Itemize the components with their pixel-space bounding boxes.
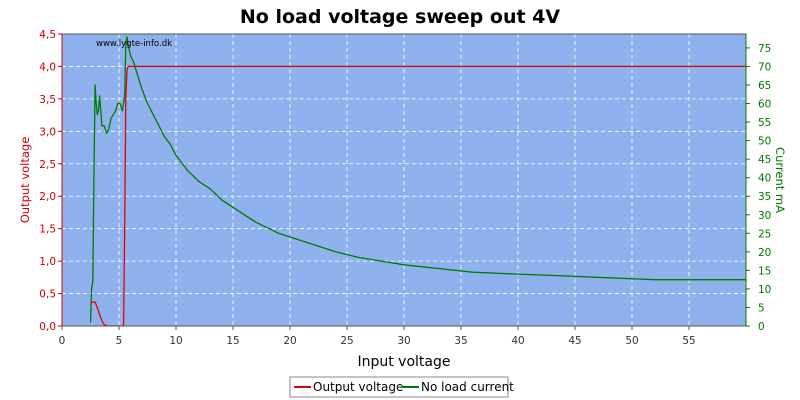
left-tick-label: 2,5 <box>39 159 56 171</box>
left-tick-label: 3,0 <box>39 126 56 138</box>
legend-label-output-voltage: Output voltage <box>313 380 403 394</box>
legend-box <box>289 376 509 398</box>
x-tick-label: 40 <box>511 335 524 347</box>
right-tick-label: 40 <box>758 173 771 185</box>
right-tick-label: 25 <box>758 228 771 240</box>
watermark: www.lygte-info.dk <box>96 39 172 49</box>
right-tick-label: 65 <box>758 80 771 92</box>
legend: Output voltage No load current <box>289 376 514 398</box>
x-axis-ticks: 0 5 10 15 20 25 30 35 40 45 50 55 <box>59 326 696 347</box>
x-axis-label: Input voltage <box>357 354 450 370</box>
x-tick-label: 20 <box>283 335 296 347</box>
left-tick-label: 0,0 <box>39 321 56 333</box>
x-tick-label: 50 <box>625 335 638 347</box>
left-tick-label: 2,0 <box>39 191 56 203</box>
right-tick-label: 0 <box>758 321 765 333</box>
x-tick-label: 45 <box>568 335 581 347</box>
right-tick-label: 50 <box>758 136 771 148</box>
right-tick-label: 30 <box>758 210 771 222</box>
x-tick-label: 0 <box>59 335 66 347</box>
x-tick-label: 30 <box>397 335 410 347</box>
x-tick-label: 55 <box>682 335 695 347</box>
x-tick-label: 5 <box>116 335 123 347</box>
right-tick-label: 15 <box>758 265 771 277</box>
left-axis-label: Output voltage <box>18 137 32 224</box>
left-tick-label: 0,5 <box>39 289 56 301</box>
right-tick-label: 60 <box>758 99 771 111</box>
legend-label-no-load-current: No load current <box>421 380 514 394</box>
right-tick-label: 55 <box>758 117 771 129</box>
chart-title: No load voltage sweep out 4V <box>240 6 560 28</box>
right-axis-label: Current mA <box>773 147 787 213</box>
left-tick-label: 1,5 <box>39 224 56 236</box>
right-tick-label: 45 <box>758 154 771 166</box>
x-tick-label: 35 <box>454 335 467 347</box>
output-voltage-line <box>90 65 746 326</box>
left-axis-ticks: 0,0 0,5 1,0 1,5 2,0 2,5 3,0 3,5 4,0 4,5 <box>39 29 62 333</box>
right-tick-label: 75 <box>758 43 771 55</box>
right-tick-label: 5 <box>758 302 765 314</box>
plot-area <box>62 34 746 326</box>
left-tick-label: 4,5 <box>39 29 56 41</box>
right-tick-label: 35 <box>758 191 771 203</box>
x-tick-label: 10 <box>169 335 182 347</box>
x-tick-label: 15 <box>226 335 239 347</box>
series-layer <box>89 36 746 326</box>
left-tick-label: 3,5 <box>39 94 56 106</box>
no-load-current-line <box>89 36 746 323</box>
x-tick-label: 25 <box>340 335 353 347</box>
right-axis-ticks: 0 5 10 15 20 25 30 35 40 45 50 55 60 65 70 75 <box>746 43 771 333</box>
right-tick-label: 20 <box>758 247 771 259</box>
right-tick-label: 70 <box>758 61 771 73</box>
left-tick-label: 4,0 <box>39 61 56 73</box>
right-tick-label: 10 <box>758 284 771 296</box>
left-tick-label: 1,0 <box>39 256 56 268</box>
grid-lines <box>62 34 746 326</box>
